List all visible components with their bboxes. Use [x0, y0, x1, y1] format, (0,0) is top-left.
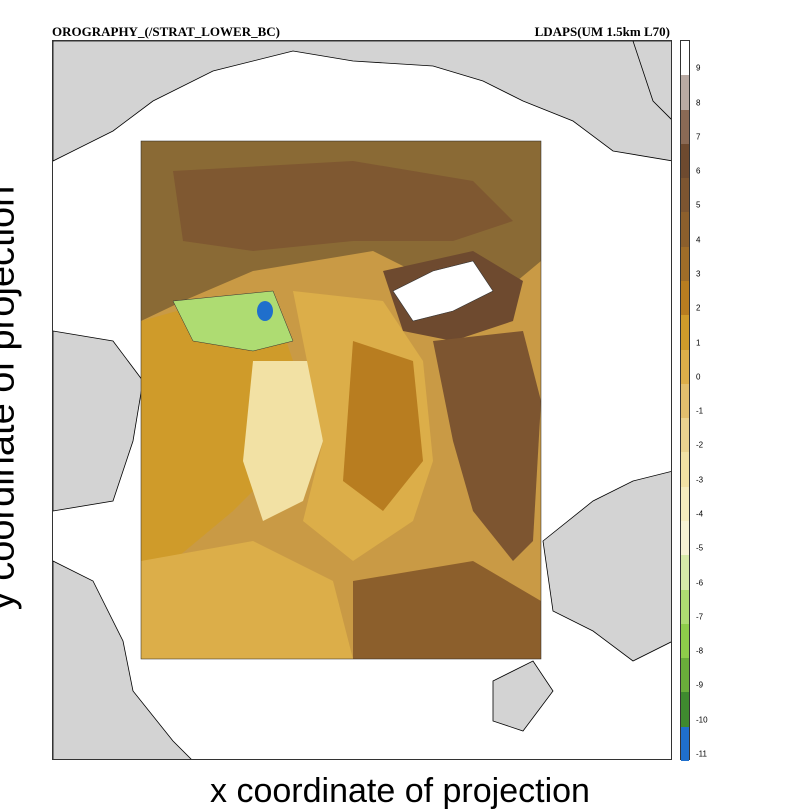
colorbar-segment: [681, 41, 689, 76]
colorbar: [680, 40, 690, 761]
colorbar-segment: [681, 281, 689, 316]
colorbar-tick-label: 1: [696, 338, 701, 348]
colorbar-segment: [681, 349, 689, 384]
colorbar-tick-label: -6: [696, 578, 704, 588]
colorbar-segment: [681, 143, 689, 179]
colorbar-segment: [681, 212, 689, 247]
colorbar-tick-label: 7: [696, 132, 701, 142]
colorbar-segment: [681, 315, 689, 350]
colorbar-segment: [681, 452, 689, 487]
colorbar-tick-label: 5: [696, 200, 701, 210]
colorbar-segment: [681, 75, 689, 110]
colorbar-tick-label: -11: [696, 749, 707, 759]
colorbar-segment: [681, 692, 689, 727]
colorbar-tick-label: -9: [696, 680, 704, 690]
colorbar-segment: [681, 246, 689, 281]
colorbar-tick-label: 3: [696, 269, 701, 279]
colorbar-segment: [681, 521, 689, 556]
colorbar-tick-label: -5: [696, 543, 704, 553]
colorbar-tick-label: -7: [696, 612, 704, 622]
colorbar-tick-label: 2: [696, 303, 701, 313]
colorbar-segment: [681, 109, 689, 144]
surrounding-land: [53, 41, 671, 759]
colorbar-tick-label: -8: [696, 646, 704, 656]
colorbar-tick-label: -10: [696, 715, 708, 725]
map-canvas: [53, 41, 671, 759]
colorbar-segment: [681, 418, 689, 453]
colorbar-segment: [681, 486, 689, 521]
colorbar-tick-label: -3: [696, 475, 704, 485]
colorbar-segment: [681, 623, 689, 659]
colorbar-tick-label: 8: [696, 98, 701, 108]
y-axis-label: y coordinate of projection: [0, 185, 23, 611]
plot-title-right: LDAPS(UM 1.5km L70): [534, 24, 670, 39]
x-axis-label: x coordinate of projection: [210, 772, 590, 810]
colorbar-tick-label: -2: [696, 440, 704, 450]
colorbar-segment: [681, 178, 689, 213]
colorbar-segment: [681, 726, 689, 761]
map-plot-area: [52, 40, 672, 760]
orography-domain: [140, 140, 542, 660]
colorbar-segment: [681, 589, 689, 624]
plot-title-left: OROGRAPHY_(/STRAT_LOWER_BC): [52, 24, 280, 39]
colorbar-tick-label: 4: [696, 235, 701, 245]
colorbar-tick-label: 9: [696, 63, 701, 73]
colorbar-tick-label: 6: [696, 166, 701, 176]
colorbar-segment: [681, 555, 689, 590]
colorbar-tick-label: -4: [696, 509, 704, 519]
colorbar-tick-label: 0: [696, 372, 701, 382]
colorbar-segment: [681, 658, 689, 693]
colorbar-tick-label: -1: [696, 406, 704, 416]
colorbar-segment: [681, 383, 689, 419]
